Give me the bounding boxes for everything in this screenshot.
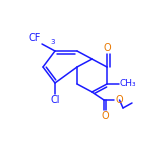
Text: CH₃: CH₃ bbox=[120, 79, 137, 88]
Text: O: O bbox=[115, 95, 123, 105]
Text: Cl: Cl bbox=[50, 95, 60, 105]
Text: 3: 3 bbox=[50, 39, 55, 45]
Text: O: O bbox=[103, 43, 111, 53]
Text: CF: CF bbox=[29, 33, 41, 43]
Text: O: O bbox=[101, 111, 109, 121]
